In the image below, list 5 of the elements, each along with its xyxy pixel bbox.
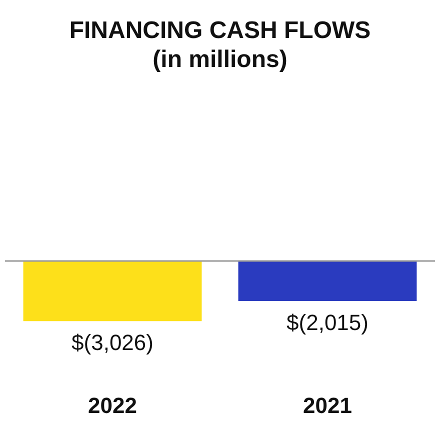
x-tick-label: 2022 xyxy=(88,392,137,418)
x-tick-label: 2021 xyxy=(303,392,352,418)
data-label: $(2,015) xyxy=(286,310,368,336)
data-label: $(3,026) xyxy=(72,330,154,356)
chart-title: FINANCING CASH FLOWS (in millions) xyxy=(68,16,372,75)
